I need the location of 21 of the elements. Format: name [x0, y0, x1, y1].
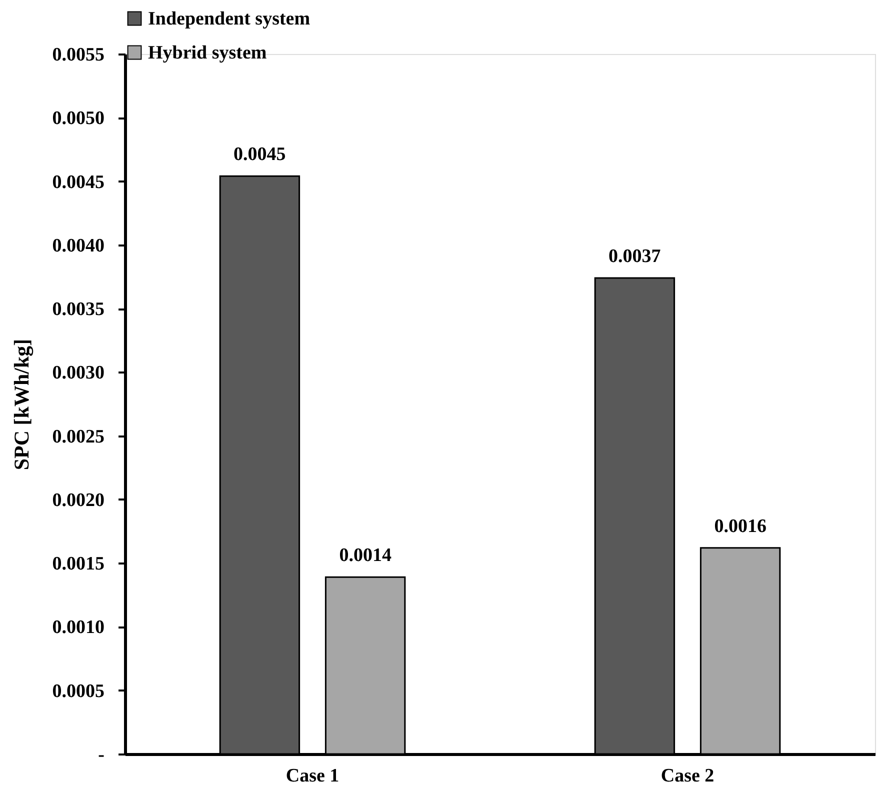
y-tick-label: - [98, 744, 104, 766]
y-tick-label: 0.0055 [52, 44, 104, 66]
y-tick-label: 0.0025 [52, 426, 104, 448]
y-tick-label: 0.0050 [52, 108, 104, 130]
y-axis-title: SPC [kWh/kg] [9, 338, 34, 470]
y-tick-label: 0.0015 [52, 554, 104, 575]
data-label: 0.0037 [608, 246, 662, 267]
y-tick-label: 0.0045 [52, 172, 104, 193]
y-tick-label: 0.0040 [52, 235, 104, 256]
x-tick-label: Case 1 [286, 766, 340, 786]
x-tick-label: Case 2 [660, 766, 714, 786]
data-label: 0.0045 [234, 144, 286, 166]
y-tick-label: 0.0005 [52, 680, 104, 702]
y-tick-label: 0.0030 [52, 362, 104, 384]
y-tick-label: 0.0020 [52, 490, 104, 511]
legend-label: Hybrid system [148, 42, 267, 64]
y-tick-label: 0.0010 [52, 617, 104, 638]
data-label: 0.0014 [339, 545, 392, 566]
data-label: 0.0016 [714, 516, 766, 537]
legend-label: Independent system [148, 8, 310, 30]
y-tick-label: 0.0035 [52, 299, 104, 320]
